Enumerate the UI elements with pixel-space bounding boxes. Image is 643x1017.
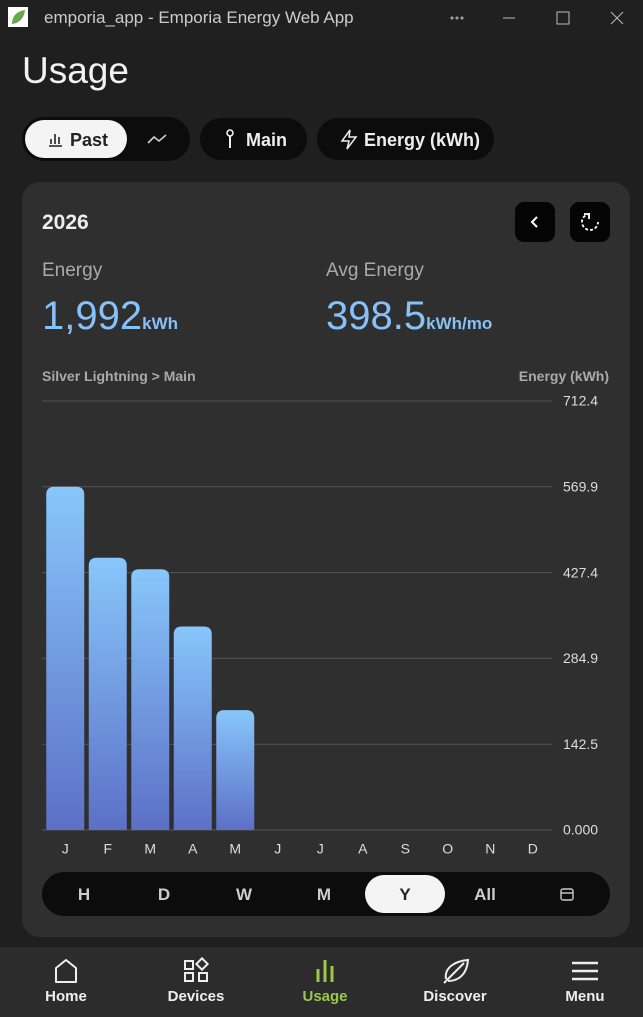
energy-unit: kWh [142,314,178,333]
selected-tab [365,875,445,913]
window-title: emporia_app - Emporia Energy Web App [44,8,354,27]
sensor-icon [226,129,234,148]
nav-item[interactable]: Menu [565,988,605,1005]
refresh-icon [581,213,599,231]
bar [88,557,127,830]
page-title: Usage [22,50,129,91]
x-tick-label: D [528,841,538,857]
range-tab[interactable]: Y [399,885,411,904]
window-controls[interactable] [440,0,643,36]
past-label: Past [70,130,109,150]
x-tick-label: F [103,841,112,857]
x-tick-label: J [62,841,69,857]
app-icon [8,7,28,27]
past-button[interactable] [25,120,127,158]
main-label: Main [246,130,288,150]
y-axis-label: Energy (kWh) [518,368,609,384]
bolt-icon [340,129,358,150]
nav-item[interactable]: Home [45,988,87,1005]
x-tick-label: J [317,841,324,857]
nav-icons [55,956,598,984]
energy-total: 1,992kWh [42,294,178,339]
chevron-icon [530,216,538,228]
x-tick-label: M [144,841,156,857]
energy-label: Energy (kWh) [364,130,481,150]
energy-value: 1,992 [42,294,143,338]
range-tab[interactable]: D [157,885,171,904]
y-tick-label: 0.000 [563,822,598,838]
x-tick-label: J [274,841,281,857]
x-tick-label: N [485,841,495,857]
bar [46,486,85,830]
y-tick-label: 142.5 [563,736,598,752]
energy-caption: Energy [42,260,103,281]
range-tabs [42,872,610,916]
refresh-button[interactable] [570,202,610,242]
energy-button[interactable] [317,118,494,160]
x-tick-label: S [401,841,410,857]
avg-unit: kWh/mo [426,314,493,333]
x-tick-label: O [442,841,453,857]
range-tab[interactable]: All [474,885,496,904]
bar [216,710,255,830]
chart-subtitle: Silver Lightning > Main [42,368,196,384]
x-tick-label: M [229,841,241,857]
line-icon[interactable] [146,131,168,147]
chart: 0.000 142.5 284.9 427.4 569.9 712.4 J F M A M J J A S O… [42,393,598,857]
y-tick-label: 427.4 [563,564,598,580]
title-bar [0,0,643,36]
avg-value: 398.5 [326,294,427,338]
range-tab[interactable]: W [235,885,253,904]
bar [173,626,212,830]
main-button[interactable] [200,118,307,160]
bar-icon [49,134,62,147]
nav-item[interactable]: Usage [302,988,348,1005]
y-tick-label: 284.9 [563,650,598,666]
avg-total: 398.5kWh/mo [326,294,492,339]
calendar-icon[interactable] [559,886,575,902]
bar [131,569,170,830]
range-tab[interactable]: M [316,885,332,904]
bottom-nav [0,947,643,1017]
nav-item[interactable]: Devices [167,988,225,1005]
avg-caption: Avg Energy [326,260,424,281]
chart-title: 2026 [42,211,89,234]
x-tick-label: A [188,841,198,857]
back-button[interactable] [515,202,555,242]
y-tick-label: 712.4 [563,393,598,409]
x-tick-label: A [358,841,368,857]
range-tab[interactable]: H [77,885,91,904]
y-tick-label: 569.9 [563,479,598,495]
nav-item[interactable]: Discover [423,988,487,1005]
